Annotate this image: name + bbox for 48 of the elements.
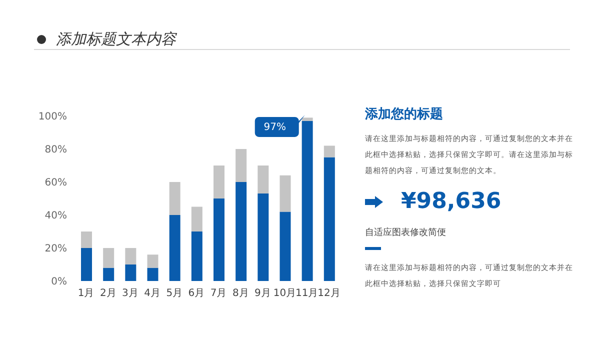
text: 添加您的标题 xyxy=(365,106,443,123)
callout: 97% xyxy=(254,114,305,137)
bar xyxy=(214,166,224,198)
bar xyxy=(169,182,180,215)
text: ¥98,636 xyxy=(401,189,502,214)
bar xyxy=(191,206,202,232)
x-tick-label: 3月 xyxy=(122,288,138,300)
y-tick-label: 40% xyxy=(44,210,67,222)
x-tick-label: 1月 xyxy=(78,288,94,300)
bar xyxy=(169,215,180,281)
bar xyxy=(324,157,335,281)
x-tick-label: 7月 xyxy=(210,288,227,300)
text: 自适应图表修改简便 xyxy=(365,226,446,239)
x-tick-label: 9月 xyxy=(254,288,271,300)
bar xyxy=(147,254,158,268)
bar xyxy=(236,182,247,281)
y-tick-label: 100% xyxy=(38,112,67,123)
x-tick-label: 2月 xyxy=(100,288,116,300)
bar xyxy=(302,120,313,281)
x-tick-label: 11月 xyxy=(296,288,318,300)
y-tick-label: 60% xyxy=(44,178,67,189)
bar xyxy=(302,118,313,121)
bar xyxy=(258,166,269,194)
x-tick-label: 6月 xyxy=(188,288,205,300)
bar xyxy=(103,248,114,268)
x-tick-label: 5月 xyxy=(166,288,183,300)
bar xyxy=(280,175,291,212)
bar xyxy=(81,248,92,281)
y-tick-label: 20% xyxy=(44,244,67,255)
bar xyxy=(280,212,291,281)
bar xyxy=(258,194,269,281)
x-tick-label: 12月 xyxy=(318,288,340,300)
bar xyxy=(191,232,202,281)
bar xyxy=(214,198,224,281)
bar xyxy=(103,268,114,281)
x-tick-label: 10月 xyxy=(273,288,296,300)
bar xyxy=(324,146,335,158)
y-tick-label: 80% xyxy=(44,144,67,156)
bar xyxy=(125,248,136,264)
bar xyxy=(81,232,92,248)
bar xyxy=(125,264,136,281)
annotation: 97% xyxy=(264,122,286,133)
x-tick-label: 4月 xyxy=(144,288,160,300)
chart-title: 添加标题文本内容 xyxy=(56,30,176,49)
bar xyxy=(236,149,247,182)
bar xyxy=(147,268,158,281)
x-tick-label: 8月 xyxy=(232,288,249,300)
y-tick-label: 0% xyxy=(51,276,67,288)
